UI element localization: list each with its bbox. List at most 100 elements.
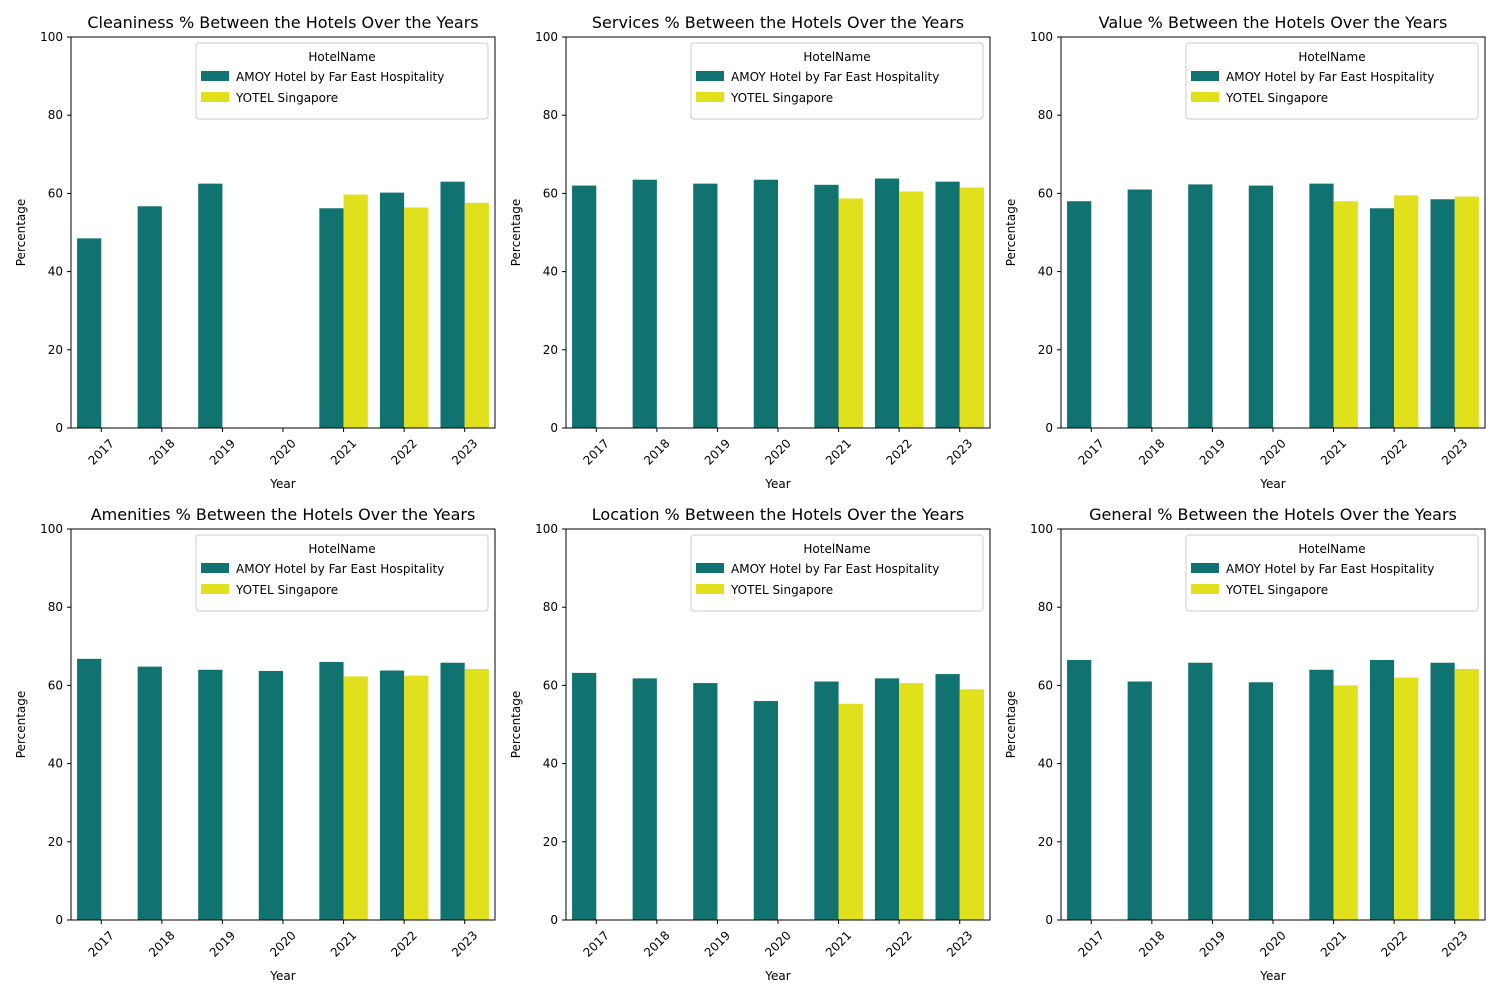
x-tick-label: 2020 [267,928,298,959]
legend-swatch-yotel [1191,584,1219,594]
legend-box [1185,42,1479,120]
legend-swatch-yotel [696,584,724,594]
x-tick-label: 2022 [388,436,419,467]
x-tick-label: 2023 [944,928,975,959]
legend-label-amoy: AMOY Hotel by Far East Hospitality [236,562,444,576]
y-tick-label: 80 [543,108,558,122]
bar-amoy-2022 [1369,208,1395,428]
bar-amoy-2021 [319,661,344,920]
x-tick-label: 2022 [883,436,914,467]
x-tick-label: 2017 [581,928,612,959]
bar-amoy-2022 [874,178,900,428]
legend-label-yotel: YOTEL Singapore [1225,91,1328,105]
y-tick-label: 0 [1045,421,1053,435]
subplot-4: Amenities % Between the Hotels Over the … [14,505,496,983]
bar-yotel-2023 [464,668,489,920]
y-tick-label: 40 [543,757,558,771]
x-tick-label: 2017 [86,928,117,959]
x-tick-label: 2020 [762,436,793,467]
bar-amoy-2022 [379,670,405,920]
y-tick-label: 20 [48,343,63,357]
x-tick-label: 2017 [1076,928,1107,959]
x-tick-label: 2022 [1378,436,1409,467]
x-tick-label: 2021 [328,436,359,467]
bar-yotel-2021 [1333,685,1358,920]
y-tick-label: 60 [48,186,63,200]
y-tick-label: 100 [1030,30,1053,44]
y-tick-label: 40 [48,265,63,279]
x-tick-label: 2018 [1136,928,1167,959]
legend-box [690,534,984,612]
bar-amoy-2019 [1188,184,1213,428]
y-tick-label: 60 [543,186,558,200]
legend-swatch-amoy [696,563,724,573]
y-tick-label: 100 [40,30,63,44]
y-axis-label: Percentage [1004,199,1018,267]
x-tick-label: 2020 [762,928,793,959]
x-tick-label: 2018 [641,436,672,467]
axes-frame [70,528,496,921]
x-axis-label: Year [269,477,295,491]
bar-amoy-2017 [77,658,102,920]
bar-yotel-2023 [464,202,489,428]
legend-swatch-yotel [201,584,229,594]
bar-amoy-2018 [1127,189,1152,428]
bar-amoy-2019 [693,183,718,428]
subplot-5: Location % Between the Hotels Over the Y… [509,505,991,983]
y-tick-label: 0 [55,913,63,927]
legend-swatch-amoy [1191,563,1219,573]
x-tick-label: 2022 [388,928,419,959]
axes-frame [1060,36,1486,429]
legend-swatch-yotel [1191,92,1219,102]
legend-box [1185,534,1479,612]
y-tick-label: 100 [1030,522,1053,536]
bar-yotel-2021 [838,198,863,428]
chart-title: Services % Between the Hotels Over the Y… [592,13,964,32]
y-tick-label: 100 [535,522,558,536]
x-tick-label: 2023 [449,928,480,959]
y-tick-label: 80 [1038,108,1053,122]
bar-yotel-2022 [404,675,429,920]
legend: HotelName AMOY Hotel by Far East Hospital… [1185,42,1479,120]
x-tick-label: 2018 [146,436,177,467]
y-tick-label: 0 [1045,913,1053,927]
x-tick-label: 2023 [944,436,975,467]
y-tick-label: 20 [48,835,63,849]
y-axis-label: Percentage [509,199,523,267]
x-axis-label: Year [764,477,790,491]
legend-box [195,534,489,612]
bar-amoy-2017 [77,238,102,428]
bar-amoy-2021 [1309,669,1334,920]
bar-yotel-2021 [838,703,863,920]
x-tick-label: 2022 [883,928,914,959]
bar-amoy-2018 [1127,681,1152,920]
legend-label-amoy: AMOY Hotel by Far East Hospitality [731,70,939,84]
x-tick-label: 2019 [1197,928,1228,959]
legend-title: HotelName [308,50,375,64]
y-tick-label: 60 [48,678,63,692]
legend-label-yotel: YOTEL Singapore [1225,583,1328,597]
y-tick-label: 0 [55,421,63,435]
bar-amoy-2020 [258,670,283,920]
bar-yotel-2022 [899,683,924,920]
legend-swatch-yotel [201,92,229,102]
subplot-1: Cleaniness % Between the Hotels Over the… [14,13,496,491]
bar-yotel-2023 [959,187,984,428]
bar-amoy-2019 [198,183,223,428]
x-tick-label: 2021 [328,928,359,959]
bar-amoy-2020 [1248,682,1273,920]
legend: HotelName AMOY Hotel by Far East Hospital… [195,534,489,612]
legend: HotelName AMOY Hotel by Far East Hospital… [1185,534,1479,612]
legend-title: HotelName [1298,50,1365,64]
legend-label-yotel: YOTEL Singapore [235,583,338,597]
chart-title: Value % Between the Hotels Over the Year… [1099,13,1448,32]
subplot-3: Value % Between the Hotels Over the Year… [1004,13,1486,491]
x-tick-label: 2017 [1076,436,1107,467]
x-tick-label: 2021 [823,436,854,467]
y-axis-label: Percentage [14,691,28,759]
bar-amoy-2023 [1430,199,1455,428]
x-tick-label: 2019 [702,436,733,467]
chart-title: Cleaniness % Between the Hotels Over the… [87,13,478,32]
bar-amoy-2019 [198,669,223,920]
